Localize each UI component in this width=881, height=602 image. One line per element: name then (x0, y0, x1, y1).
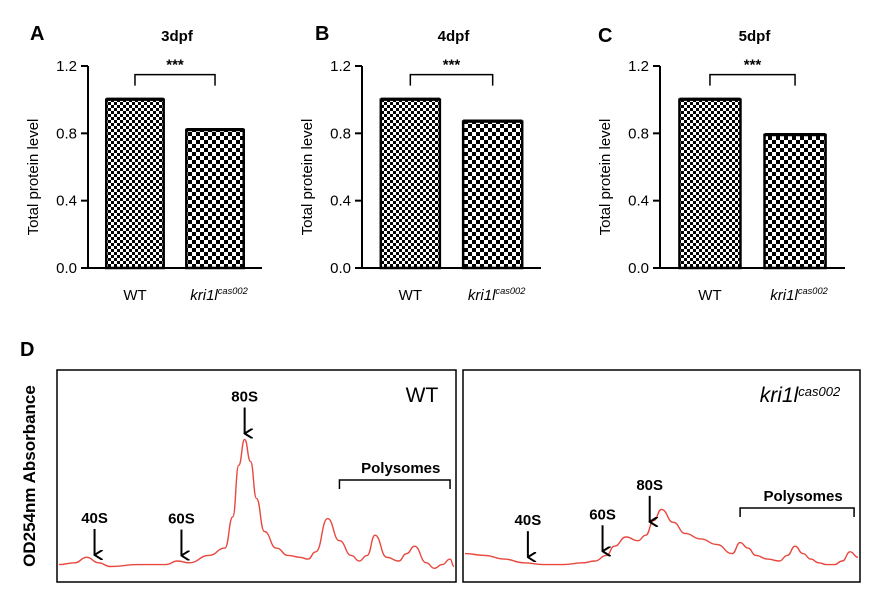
y-tick-label: 0.4 (330, 193, 351, 210)
profile-label: kri1lcas002 (760, 384, 841, 407)
significance-bracket (409, 73, 494, 86)
x-category-label: kri1lcas002 (190, 286, 248, 304)
peak-label: 40S (81, 510, 108, 527)
x-category-label: WT (698, 287, 721, 304)
significance-label: *** (443, 57, 461, 74)
bracket-label: Polysomes (361, 460, 440, 477)
x-category-label: WT (123, 287, 146, 304)
y-tick-label: 0.8 (628, 125, 649, 142)
y-tick-label: 0.0 (56, 260, 77, 277)
bar (185, 128, 245, 270)
polysome-bracket (338, 479, 451, 489)
absorbance-trace (58, 438, 455, 570)
y-tick-label: 0.0 (330, 260, 351, 277)
y-tick-label: 0.8 (330, 125, 351, 142)
bar (461, 120, 524, 270)
peak-label: 60S (168, 511, 195, 528)
significance-label: *** (166, 57, 184, 74)
chart-title: 4dpf (438, 28, 471, 45)
bar (763, 133, 827, 270)
absorbance-trace (464, 508, 859, 566)
panel-letter: B (315, 23, 329, 45)
profile-label: WT (406, 384, 439, 407)
bracket-label: Polysomes (763, 488, 842, 505)
peak-label: 80S (636, 477, 663, 494)
bar-panels: A 3dpf 0.0 0.4 0.8 1.2 Total protein level WT kr… (25, 23, 845, 304)
polysome-profile-wt: 40S 60S 80S Polysomes WT (56, 369, 457, 583)
y-tick-label: 1.2 (330, 58, 351, 75)
bar (379, 98, 442, 270)
x-category-label: kri1lcas002 (770, 286, 828, 304)
chart-title: 3dpf (161, 28, 194, 45)
panel-letter: D (20, 339, 34, 361)
y-tick-label: 0.0 (628, 260, 649, 277)
peak-label: 60S (589, 506, 616, 523)
plot-frame (56, 369, 457, 583)
y-tick-label: 1.2 (628, 58, 649, 75)
chart-title: 5dpf (739, 28, 772, 45)
significance-bracket (709, 73, 796, 86)
bar (105, 98, 165, 270)
polysome-bracket (739, 507, 855, 517)
polysome-profile-mutant: 40S 60S 80S Polysomes kri1lcas002 (462, 369, 861, 583)
bar (678, 98, 742, 270)
bar-chart-panel-c: C 5dpf 0.0 0.4 0.8 1.2 Total protein level WT kr… (597, 25, 845, 304)
peak-label: 40S (515, 512, 542, 529)
y-tick-label: 1.2 (56, 58, 77, 75)
significance-bracket (134, 73, 216, 86)
y-axis-label: Total protein level (597, 119, 614, 236)
significance-label: *** (744, 57, 762, 74)
y-axis-label: OD254nm Absorbance (20, 385, 39, 567)
x-category-label: WT (399, 287, 422, 304)
panel-letter: A (30, 23, 44, 45)
y-tick-label: 0.4 (56, 193, 77, 210)
x-category-label: kri1lcas002 (468, 286, 526, 304)
bar-chart-panel-b: B 4dpf 0.0 0.4 0.8 1.2 Total protein level WT kr… (299, 23, 541, 304)
bar-chart-panel-a: A 3dpf 0.0 0.4 0.8 1.2 Total protein level WT kr… (25, 23, 262, 304)
y-axis-label: Total protein level (299, 119, 316, 236)
y-axis-label: Total protein level (25, 119, 42, 236)
y-tick-label: 0.8 (56, 125, 77, 142)
y-tick-label: 0.4 (628, 193, 649, 210)
panel-letter: C (598, 25, 612, 47)
peak-label: 80S (231, 389, 258, 406)
